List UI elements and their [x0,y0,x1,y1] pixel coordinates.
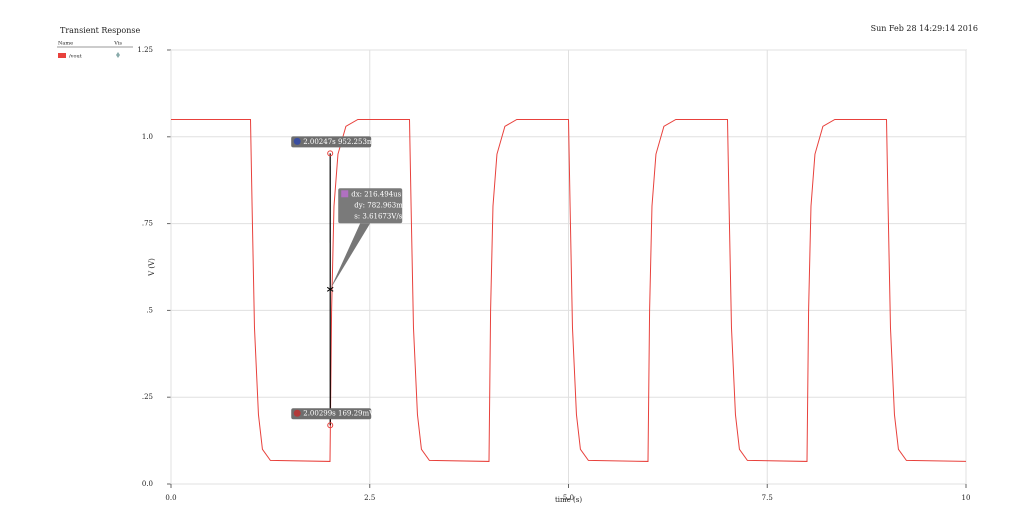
legend-swatch [58,53,66,58]
line-series [171,118,967,462]
x-tick-label: 2.5 [364,494,375,502]
x-tick-label: 10 [962,494,971,502]
delta-cross [326,286,334,292]
marker-text: 2.00247s 952.253mV [303,138,379,146]
x-tick-label: 5.0 [563,494,574,502]
timestamp: Sun Feb 28 14:29:14 2016 [871,24,978,33]
x-tick-label: 0.0 [165,494,176,502]
delta-box: dx: 216.494us dy: 782.963mV s: 3.61673V/s [338,188,409,224]
delta-text: dy: 782.963mV [354,201,409,209]
delta-icon [341,190,349,198]
legend-label: /vout [69,54,82,60]
marker-icon [293,409,301,417]
delta-bg [338,188,403,224]
legend-header: Name [58,41,73,47]
marker-box [291,408,372,420]
y-tick-label: .75 [142,220,153,228]
marker-label: 2.00247s 952.253mV [291,136,380,148]
y-tick-label: .25 [142,393,153,401]
delta-text: s: 3.61673V/s [354,212,403,220]
marker-text: 2.00299s 169.29mV [303,410,375,418]
marker-label: 2.00299s 169.29mV [291,408,375,420]
delta-text: dx: 216.494us [351,190,401,198]
marker-box [291,136,372,148]
vis-icon[interactable] [116,52,120,58]
y-tick-label: 1.0 [142,133,153,141]
delta-pointer [330,223,371,290]
legend-header: Vis [113,41,122,47]
y-tick-label: 0.0 [142,480,153,488]
chart-title: Transient Response [60,26,140,35]
x-tick-label: 7.5 [762,494,773,502]
y-tick-label: .5 [146,306,153,314]
marker-icon [293,137,301,145]
y-axis-label: V (V) [148,258,156,277]
marker-point [327,422,334,429]
x-axis-label: time (s) [555,496,582,504]
y-tick-label: 1.25 [137,46,153,54]
marker-point [327,150,334,157]
